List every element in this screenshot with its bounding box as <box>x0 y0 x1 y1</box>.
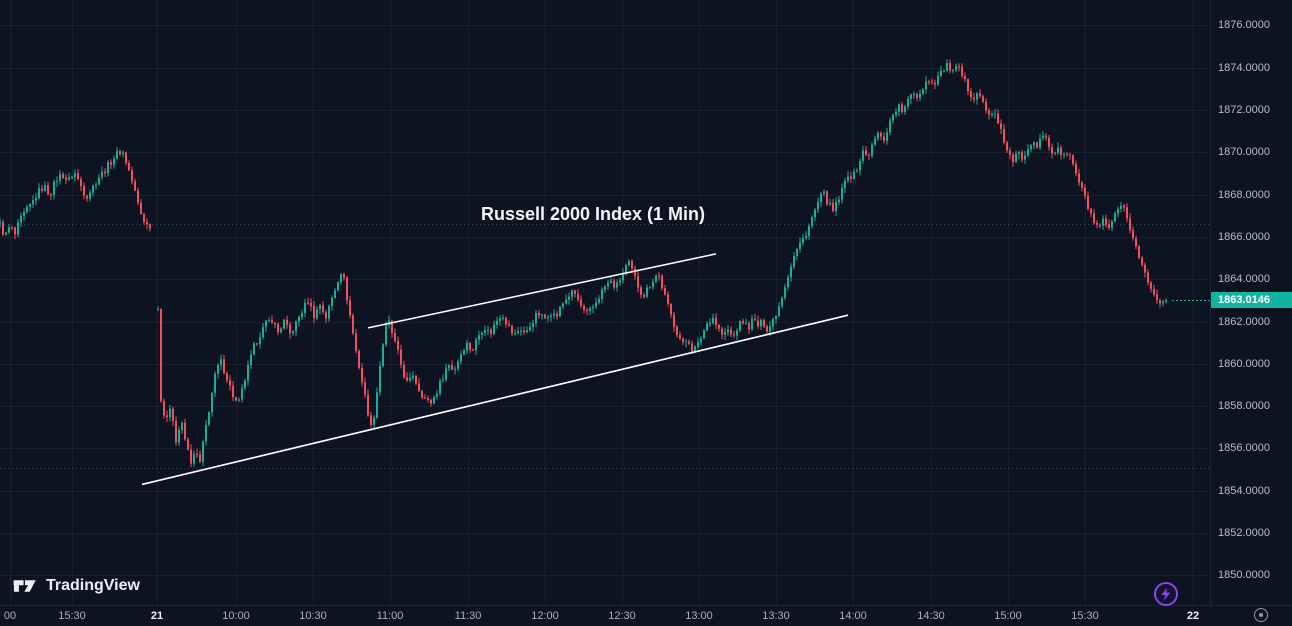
price-axis-label: 1874.0000 <box>1218 61 1270 74</box>
time-axis-label: 10:00 <box>222 610 250 622</box>
tradingview-logo[interactable]: TradingView <box>12 576 140 596</box>
time-axis-label: 00 <box>3 610 17 622</box>
price-axis-label: 1858.0000 <box>1218 400 1270 413</box>
axis-settings-dot <box>1259 613 1263 617</box>
price-axis-label: 1872.0000 <box>1218 104 1270 116</box>
price-axis-label: 1868.0000 <box>1218 188 1270 201</box>
chart-title: Russell 2000 Index (1 Min) <box>480 204 706 224</box>
price-axis-label: 1860.0000 <box>1218 357 1270 370</box>
price-axis-label: 1854.0000 <box>1218 484 1270 497</box>
time-axis-label: 21 <box>150 610 164 622</box>
time-axis[interactable]: 00 15:30 21 10:00 10:30 11:00 11:30 12:00 12:30 1… <box>0 605 1292 626</box>
time-axis-label: 15:00 <box>994 610 1022 622</box>
price-axis-label: 1870.0000 <box>1218 146 1270 159</box>
price-axis-label: 1862.0000 <box>1218 315 1270 328</box>
tradingview-logo-text: TradingView <box>46 577 140 594</box>
time-axis-label: 11:00 <box>376 610 404 622</box>
time-axis-label: 10:30 <box>299 610 327 622</box>
lightning-icon <box>1160 587 1172 601</box>
last-price-label: 1863.0146 <box>1211 292 1292 309</box>
tradingview-logo-icon <box>12 576 38 596</box>
time-axis-label: 13:00 <box>685 610 713 622</box>
price-axis-label: 1852.0000 <box>1218 527 1270 540</box>
price-axis-label: 1850.0000 <box>1218 569 1270 582</box>
time-axis-label: 12:00 <box>531 610 559 622</box>
price-axis-label: 1866.0000 <box>1218 230 1270 243</box>
time-axis-label: 15:30 <box>1071 610 1099 622</box>
chart-pane[interactable] <box>0 0 1210 605</box>
time-axis-label: 13:30 <box>762 610 790 622</box>
time-axis-label: 15:30 <box>58 610 86 622</box>
time-axis-label: 11:30 <box>454 610 482 622</box>
time-axis-label: 14:30 <box>917 610 945 622</box>
time-axis-label: 14:00 <box>839 610 867 622</box>
price-axis-label: 1864.0000 <box>1218 273 1270 286</box>
price-axis-label: 1856.0000 <box>1218 442 1270 455</box>
price-axis-label: 1876.0000 <box>1218 19 1270 32</box>
axis-settings-icon[interactable] <box>1254 608 1268 622</box>
time-axis-label: 22 <box>1186 610 1200 622</box>
lightning-button[interactable] <box>1154 582 1178 606</box>
time-axis-label: 12:30 <box>608 610 636 622</box>
